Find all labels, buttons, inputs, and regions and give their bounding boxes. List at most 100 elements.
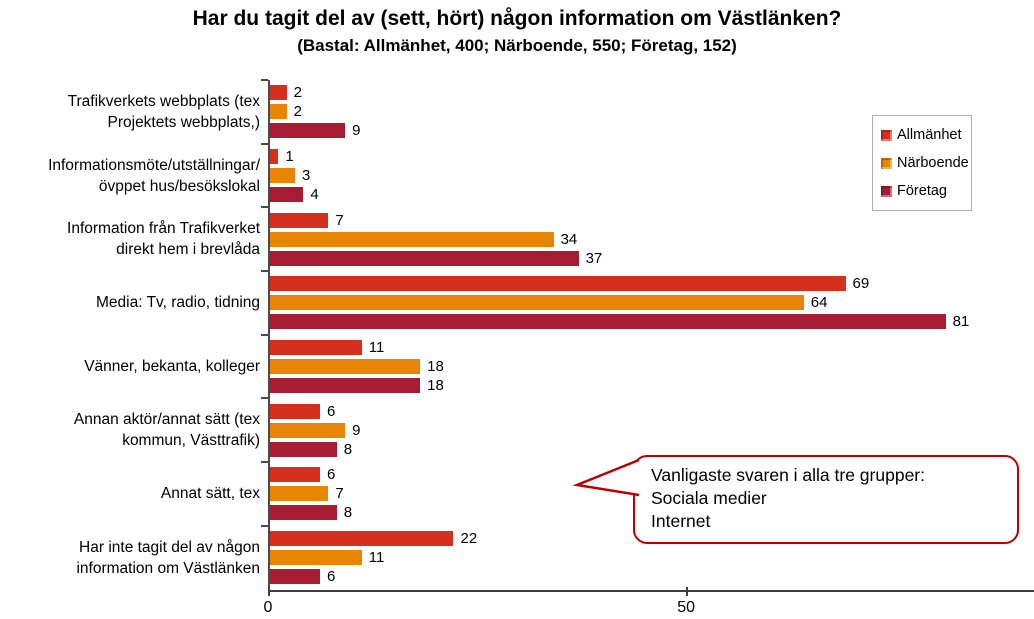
bar-series-0 [270, 403, 321, 419]
category-row: Har inte tagit del av någon information … [0, 524, 1034, 590]
bar-series-2 [270, 123, 346, 139]
category-label: Vänner, bekanta, kolleger [84, 358, 260, 376]
bar-series-2 [270, 378, 421, 394]
category-label: Information från Trafikverket direkt hem… [67, 220, 260, 259]
category-label: Annat sätt, tex [160, 485, 260, 503]
bar-series-0 [270, 531, 454, 547]
bar-series-1 [270, 550, 362, 566]
x-axis-tick [686, 587, 688, 596]
bar-line: 9 [270, 422, 1034, 439]
bar-line: 3 [270, 167, 1034, 185]
category-label: Informationsmöte/utställningar/ övppet h… [48, 156, 260, 195]
bar-series-0 [270, 467, 321, 483]
bar-line: 2 [270, 103, 1034, 121]
bar-series-0 [270, 149, 279, 165]
category-label: Trafikverkets webbplats (tex Projektets … [67, 92, 260, 131]
category-bars: 22 11 6 [261, 524, 1034, 590]
bar-line: 81 [270, 313, 1034, 331]
chart-rows: Trafikverkets webbplats (tex Projektets … [0, 79, 1034, 590]
x-axis-tick-label: 0 [263, 599, 273, 616]
bar-line: 9 [270, 122, 1034, 140]
bar-value-label: 6 [327, 466, 336, 484]
bar-series-2 [270, 250, 579, 266]
bar-series-2 [270, 314, 946, 330]
bar-line: 7 [270, 211, 1034, 229]
bar-series-1 [270, 422, 346, 438]
bar-value-label: 64 [810, 294, 828, 312]
callout-line-3: Internet [651, 511, 711, 531]
bar-value-label: 69 [852, 275, 870, 293]
bar-series-0 [270, 85, 287, 101]
bar-series-2 [270, 187, 304, 203]
category-row: Media: Tv, radio, tidning 69 64 81 [0, 270, 1034, 335]
bar-series-1 [270, 486, 329, 502]
bar-value-label: 8 [343, 504, 353, 522]
category-row: Informationsmöte/utställningar/ övppet h… [0, 142, 1034, 208]
legend-swatch-icon [881, 129, 892, 141]
bar-line: 69 [270, 275, 1034, 293]
category-row: Annat sätt, tex 6 7 8 [0, 461, 1034, 526]
bar-value-label: 3 [302, 167, 311, 185]
category-row: Information från Trafikverket direkt hem… [0, 206, 1034, 272]
legend-item: Företag [881, 183, 963, 199]
bar-line: 6 [270, 568, 1034, 585]
bar-value-label: 7 [335, 211, 344, 229]
bar-line: 34 [270, 231, 1034, 248]
bar-value-label: 4 [310, 186, 319, 204]
x-axis: 0 50 [264, 587, 1034, 616]
legend-label: Företag [897, 183, 947, 199]
bar-value-label: 8 [343, 440, 353, 458]
bar-value-label: 22 [460, 530, 478, 548]
bar-value-label: 7 [335, 485, 344, 503]
category-label: Media: Tv, radio, tidning [96, 294, 260, 312]
bar-line: 4 [270, 186, 1034, 204]
annotation-callout: Vanligaste svaren i alla tre grupper: So… [572, 455, 1019, 544]
bar-value-label: 2 [293, 84, 303, 102]
bar-line: 22 [270, 530, 1034, 548]
bar-value-label: 37 [585, 249, 603, 267]
bar-series-0 [270, 276, 846, 292]
bar-series-0 [270, 340, 362, 356]
category-bars: 11 18 18 [261, 333, 1034, 399]
bar-line: 8 [270, 440, 1034, 458]
bar-line: 37 [270, 249, 1034, 267]
bar-value-label: 1 [285, 148, 294, 166]
bar-series-1 [270, 231, 554, 247]
legend-swatch-icon [881, 185, 892, 197]
category-bars: 69 64 81 [261, 270, 1034, 335]
bar-line: 6 [270, 466, 1034, 484]
callout-tail [572, 458, 640, 497]
bar-value-label: 18 [427, 358, 444, 376]
bar-series-1 [270, 359, 421, 375]
bar-series-0 [270, 212, 329, 228]
legend-item: Närboende [881, 155, 969, 171]
x-axis-tick-label: 50 [677, 599, 696, 616]
bar-line: 11 [270, 339, 1034, 357]
legend-label: Närboende [897, 155, 969, 171]
chart-title: Har du tagit del av (sett, hört) någon i… [192, 7, 842, 30]
bar-line: 11 [270, 549, 1034, 567]
category-row: Trafikverkets webbplats (tex Projektets … [0, 79, 1034, 144]
bar-value-label: 11 [368, 549, 385, 567]
bar-value-label: 6 [327, 402, 336, 420]
bar-line: 2 [270, 84, 1034, 102]
category-label: Annan aktör/annat sätt (tex kommun, Väst… [73, 411, 260, 450]
legend-item: Allmänhet [881, 127, 963, 143]
bar-value-label: 11 [368, 339, 385, 357]
bar-line: 18 [270, 358, 1034, 376]
bar-value-label: 9 [352, 122, 361, 140]
category-row: Vänner, bekanta, kolleger 11 18 18 [0, 333, 1034, 399]
bar-value-label: 81 [952, 313, 970, 331]
category-bars: 7 34 37 [261, 206, 1034, 272]
legend: Allmänhet Närboende Företag [872, 115, 972, 211]
category-row: Annan aktör/annat sätt (tex kommun, Väst… [0, 397, 1034, 463]
bar-line: 8 [270, 504, 1034, 522]
bar-line: 1 [270, 148, 1034, 166]
bar-value-label: 2 [293, 103, 303, 121]
bar-series-2 [270, 441, 337, 457]
